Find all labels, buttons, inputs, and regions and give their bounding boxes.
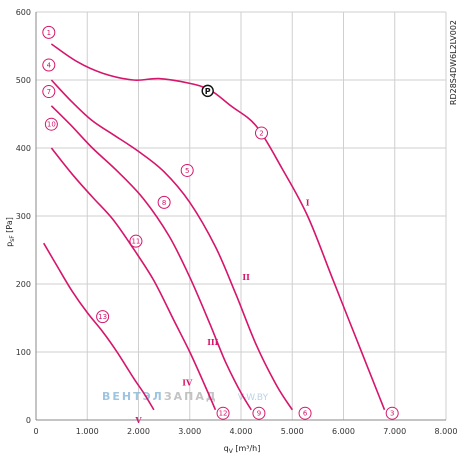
- curve-III: [50, 105, 252, 411]
- y-tick-label: 200: [16, 280, 31, 289]
- model-label: RD28S4DW6L2LV002: [449, 20, 458, 105]
- y-tick-label: 300: [16, 212, 31, 221]
- marker-5: 5: [180, 163, 194, 177]
- marker-circle: [180, 163, 194, 177]
- marker-12: 12: [216, 406, 230, 420]
- curve-label-IV: IV: [182, 378, 193, 388]
- curve-II: [50, 79, 293, 411]
- y-axis-title-sub: sF: [9, 235, 16, 242]
- x-tick-label: 6.000: [332, 427, 355, 436]
- marker-number: 2: [259, 130, 263, 138]
- y-tick-label: 0: [26, 416, 31, 425]
- curve-label-II: II: [242, 272, 250, 282]
- operating-point-circle: [201, 84, 214, 98]
- marker-number: 5: [185, 167, 189, 175]
- y-axis-title-unit: [Pa]: [5, 217, 14, 235]
- marker-number: 12: [219, 410, 228, 418]
- marker-circle: [298, 406, 312, 420]
- marker-number: 8: [162, 199, 166, 207]
- marker-circle: [96, 310, 110, 324]
- y-tick-label: 100: [16, 348, 31, 357]
- x-tick-label: 0: [33, 427, 38, 436]
- marker-13: 13: [96, 310, 110, 324]
- x-tick-label: 8.000: [435, 427, 458, 436]
- marker-number: 3: [390, 410, 394, 418]
- marker-7: 7: [42, 85, 56, 99]
- operating-point-label: P: [205, 87, 211, 96]
- marker-number: 1: [47, 29, 51, 37]
- y-tick-label: 600: [16, 8, 31, 17]
- marker-1: 1: [42, 25, 56, 39]
- marker-circle: [42, 25, 56, 39]
- marker-number: 13: [98, 313, 107, 321]
- x-axis-title: qV [m³/h]: [224, 444, 261, 455]
- x-tick-label: 4.000: [230, 427, 253, 436]
- marker-10: 10: [44, 117, 58, 131]
- operating-point: P: [201, 84, 214, 98]
- marker-circle: [42, 85, 56, 99]
- watermark-part-a: ВЕНТЭЛ: [102, 390, 164, 403]
- y-axis-title-main: p: [5, 242, 14, 247]
- tick-labels: 0 1.000 2.000 3.000 4.000 5.000 6.000 7.000 8.00…: [16, 8, 458, 436]
- marker-4: 4: [42, 58, 56, 72]
- curve-label-V: V: [134, 415, 142, 425]
- curve-I: [50, 43, 386, 411]
- watermark: ВЕНТЭЛЗАПАД V-W.BY: [102, 390, 269, 403]
- watermark-part-c: V-W.BY: [238, 393, 269, 403]
- x-tick-label: 5.000: [281, 427, 304, 436]
- curve-label-III: III: [207, 337, 218, 347]
- marker-circle: [44, 117, 58, 131]
- marker-number: 4: [47, 62, 52, 70]
- marker-circle: [385, 406, 399, 420]
- marker-3: 3: [385, 406, 399, 420]
- marker-6: 6: [298, 406, 312, 420]
- marker-circle: [157, 195, 171, 209]
- x-tick-label: 1.000: [76, 427, 99, 436]
- y-tick-label: 400: [16, 144, 31, 153]
- x-tick-label: 2.000: [127, 427, 150, 436]
- marker-9: 9: [252, 406, 266, 420]
- watermark-text: ВЕНТЭЛЗАПАД V-W.BY: [102, 390, 269, 403]
- grid: [35, 11, 447, 421]
- marker-2: 2: [255, 126, 268, 140]
- x-axis-title-unit: [m³/h]: [233, 444, 261, 453]
- marker-circle: [255, 126, 268, 140]
- marker-circle: [42, 58, 56, 72]
- performance-curves: [43, 43, 386, 411]
- x-tick-label: 7.000: [383, 427, 406, 436]
- y-axis-title: psF [Pa]: [5, 217, 16, 247]
- marker-11: 11: [129, 234, 143, 248]
- x-axis-title-main: q: [224, 444, 229, 453]
- marker-circle: [129, 234, 143, 248]
- x-tick-label: 3.000: [178, 427, 201, 436]
- y-tick-label: 500: [16, 76, 31, 85]
- marker-number: 9: [257, 410, 261, 418]
- marker-number: 11: [131, 238, 140, 246]
- marker-number: 10: [47, 121, 56, 129]
- marker-8: 8: [157, 195, 171, 209]
- curve-label-I: I: [306, 197, 310, 207]
- marker-number: 6: [303, 410, 308, 418]
- x-axis-title-sub: V: [229, 448, 234, 455]
- marker-circle: [252, 406, 266, 420]
- watermark-part-b: ЗАПАД: [164, 390, 218, 403]
- marker-number: 7: [47, 88, 51, 96]
- marker-circle: [216, 406, 230, 420]
- curve-IV: [50, 147, 217, 411]
- curve-V: [43, 242, 155, 411]
